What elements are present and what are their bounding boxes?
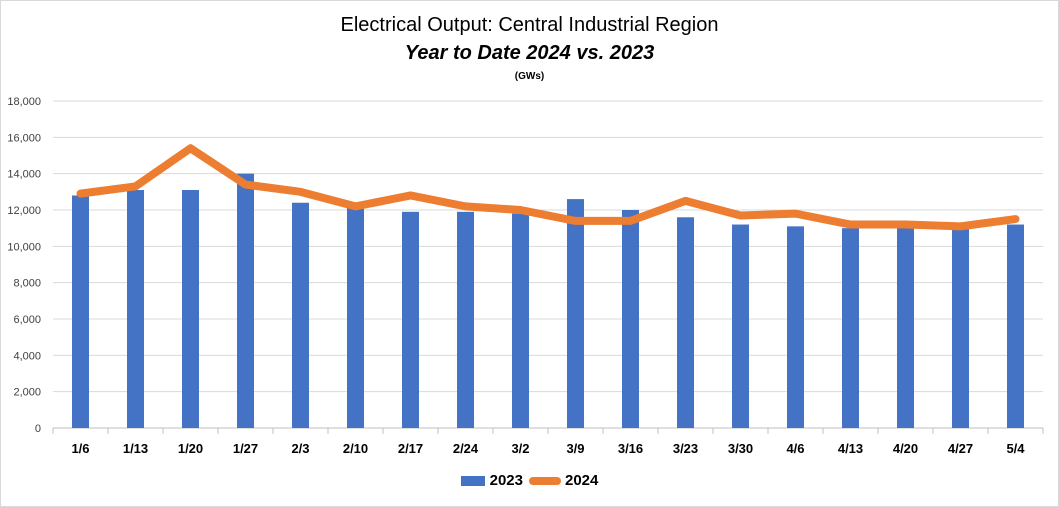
x-tick-label: 5/4 [1006, 441, 1025, 456]
bar-2023 [457, 211, 474, 428]
bar-2023 [292, 202, 309, 428]
bar-2023 [402, 211, 419, 428]
legend: 2023 2024 [0, 472, 1059, 489]
y-tick-label: 16,000 [7, 132, 41, 144]
y-tick-label: 10,000 [7, 241, 41, 253]
x-tick-label: 4/6 [786, 441, 804, 456]
x-tick-label: 1/20 [178, 441, 203, 456]
x-tick-label: 3/16 [618, 441, 643, 456]
chart-unit-label: (GWs) [514, 71, 545, 82]
x-tick-label: 3/9 [566, 441, 584, 456]
bar-2023 [567, 199, 584, 428]
x-tick-label: 1/27 [233, 441, 258, 456]
line-2024 [76, 144, 1020, 231]
legend-item-2023: 2023 [460, 472, 523, 489]
bar-2023 [952, 228, 969, 428]
x-tick-label: 3/23 [673, 441, 698, 456]
x-tick-label: 4/13 [838, 441, 863, 456]
x-tick-label: 1/13 [123, 441, 148, 456]
bar-2023 [127, 190, 144, 428]
bar-2023 [512, 213, 529, 428]
bar-2023 [787, 226, 804, 428]
y-tick-label: 18,000 [7, 96, 41, 108]
bar-2023 [182, 190, 199, 428]
legend-swatch-2024 [529, 476, 561, 485]
legend-item-2024: 2024 [529, 472, 598, 489]
x-tick-label: 3/30 [728, 441, 753, 456]
x-tick-label: 2/17 [398, 441, 423, 456]
chart-title: Electrical Output: Central Industrial Re… [340, 14, 719, 36]
bar-2023 [897, 228, 914, 428]
bar-2023 [677, 217, 694, 428]
bar-2023 [842, 228, 859, 428]
bar-2023 [1007, 224, 1024, 428]
x-tick-label: 2/10 [343, 441, 368, 456]
x-tick-label: 2/24 [453, 441, 479, 456]
x-tick-label: 4/20 [893, 441, 918, 456]
series-2024-line [76, 144, 1020, 231]
bar-2023 [622, 210, 639, 428]
x-tick-label: 4/27 [948, 441, 973, 456]
x-tick-label: 3/2 [511, 441, 529, 456]
y-tick-label: 8,000 [13, 278, 41, 290]
y-tick-label: 0 [35, 423, 41, 435]
bar-2023 [732, 224, 749, 428]
chart-subtitle: Year to Date 2024 vs. 2023 [404, 42, 655, 64]
bar-2023 [72, 195, 89, 428]
y-axis-ticks: 0 2,000 4,000 6,000 8,000 10,000 12,000 14,000 1… [7, 96, 41, 435]
legend-label-2023: 2023 [489, 472, 523, 489]
bar-2023 [237, 173, 254, 428]
y-tick-label: 4,000 [13, 350, 41, 362]
gridlines [52, 100, 1044, 434]
x-tick-label: 2/3 [291, 441, 309, 456]
legend-swatch-2023 [460, 475, 485, 486]
y-tick-label: 12,000 [7, 205, 41, 217]
series-2023-bars [72, 173, 1024, 428]
x-tick-label: 1/6 [71, 441, 89, 456]
bar-2023 [347, 206, 364, 428]
legend-label-2024: 2024 [565, 472, 599, 489]
y-tick-label: 14,000 [7, 169, 41, 181]
y-tick-label: 2,000 [13, 387, 41, 399]
x-axis-ticks: 1/6 1/13 1/20 1/27 2/3 2/10 2/17 2/24 3/2 3/9 3/16… [71, 441, 1025, 456]
y-tick-label: 6,000 [13, 314, 41, 326]
